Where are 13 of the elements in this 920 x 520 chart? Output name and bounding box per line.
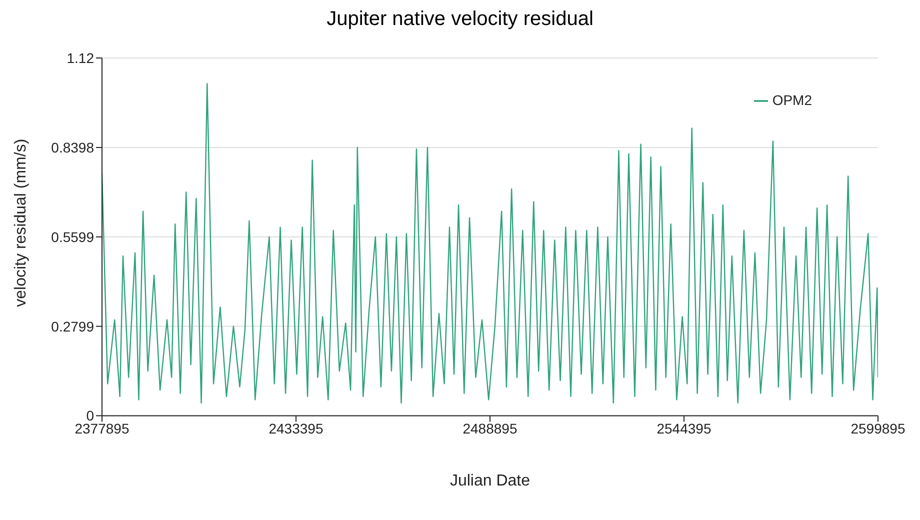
chart-title: Jupiter native velocity residual: [326, 8, 594, 32]
x-tick-label: 2433395: [268, 420, 324, 437]
legend-label: OPM2: [772, 92, 812, 108]
y-tick-label: 1.12: [66, 50, 94, 66]
x-tick-label: 2488895: [462, 420, 518, 437]
x-axis-title: Julian Date: [450, 472, 530, 490]
line-series: [102, 82, 878, 404]
x-tick-label: 2599895: [850, 420, 906, 437]
y-tick-label: 0.8398: [51, 139, 94, 156]
y-axis-title: velocity residual (mm/s): [12, 138, 30, 307]
y-tick-label: 0.2799: [51, 318, 94, 334]
y-tick-label: 0.5599: [51, 228, 94, 245]
x-tick-label: 2544395: [656, 420, 712, 437]
